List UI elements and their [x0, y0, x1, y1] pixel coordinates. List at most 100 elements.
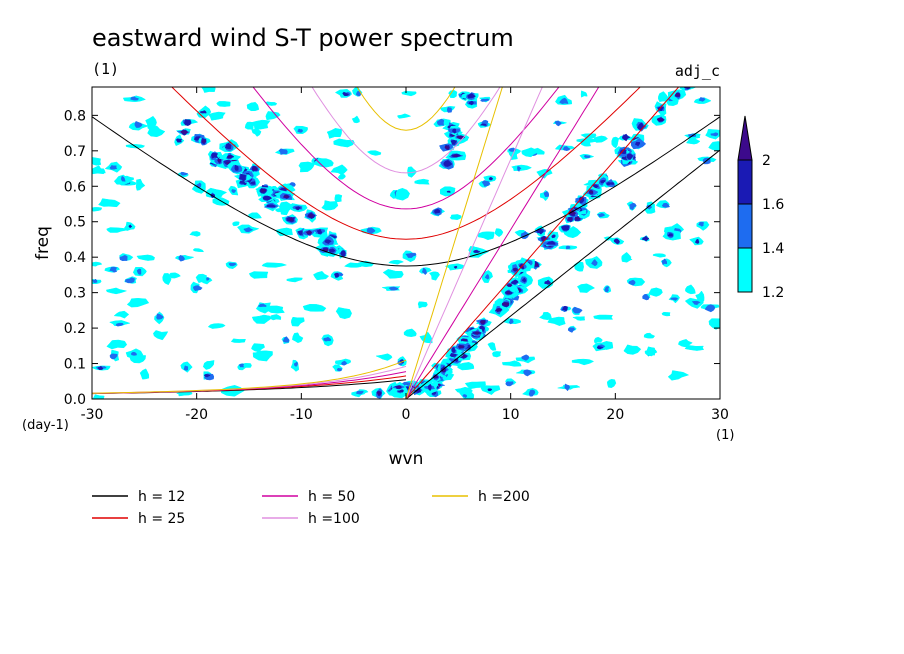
power-patch [207, 111, 226, 121]
power-patch [228, 262, 237, 267]
power-patch [480, 98, 490, 102]
power-patch [314, 158, 334, 168]
power-patch [302, 304, 327, 312]
x-tick-label: 0 [402, 407, 411, 423]
power-patch [351, 115, 360, 124]
power-patch [443, 159, 453, 167]
rossby-curve [92, 359, 407, 394]
power-patch [232, 221, 240, 227]
power-patch [287, 216, 294, 222]
power-patch [591, 259, 598, 267]
power-patch [572, 316, 585, 321]
power-patch [451, 347, 456, 354]
power-patch [506, 291, 511, 295]
power-patch [153, 330, 169, 341]
power-patch [607, 379, 617, 388]
power-patch [231, 189, 236, 193]
y-tick-label: 0.2 [64, 321, 86, 337]
power-patch [189, 231, 201, 237]
power-patch [561, 305, 568, 312]
power-patch [335, 307, 352, 320]
power-patch [628, 279, 636, 286]
power-patch [626, 153, 634, 160]
power-patch [278, 201, 292, 216]
colorbar-label: 1.2 [762, 285, 784, 301]
kelvin-curve [405, 149, 720, 399]
power-patch [92, 165, 104, 175]
power-patch [227, 155, 232, 158]
power-patch [462, 394, 468, 399]
power-patch [449, 214, 462, 220]
power-patch [136, 268, 142, 275]
power-patch [283, 195, 290, 199]
power-patch [98, 198, 121, 208]
power-patch [192, 248, 205, 253]
power-patch [395, 187, 410, 201]
x-unit-label: (1) [716, 428, 734, 443]
power-patch [452, 128, 457, 134]
legend-label: h = 50 [308, 489, 355, 505]
power-patch [698, 96, 706, 102]
power-patch [124, 277, 135, 284]
power-patch [262, 195, 273, 201]
power-patch [333, 138, 355, 148]
power-patch [195, 273, 208, 284]
power-patch [521, 354, 530, 361]
power-patch [341, 360, 348, 366]
power-patch [291, 316, 305, 327]
power-patch [375, 353, 393, 361]
kelvin-curve [405, 87, 543, 399]
y-tick-label: 0.0 [64, 392, 86, 408]
power-patch [613, 238, 620, 245]
power-patch [560, 225, 570, 231]
power-patch [321, 200, 339, 211]
power-patch [511, 164, 533, 171]
power-patch [121, 175, 126, 182]
kelvin-curve [405, 87, 600, 399]
power-patch [252, 167, 258, 171]
power-patch [297, 128, 304, 133]
power-patch [119, 254, 128, 262]
chart-subtitle: (1) [92, 60, 119, 78]
power-patch [576, 138, 597, 143]
power-patch [193, 285, 203, 291]
dispersion-curves [92, 87, 720, 399]
power-patch [129, 355, 146, 364]
power-patch [644, 348, 658, 357]
y-unit-label: (day-1) [22, 418, 69, 433]
power-patch [334, 194, 343, 203]
power-patch [475, 331, 479, 335]
power-patch [622, 133, 631, 142]
power-patch [502, 302, 510, 306]
power-patch [657, 118, 664, 122]
power-patch [488, 176, 494, 181]
power-patch [564, 383, 571, 392]
gravity-wave-curve [92, 116, 720, 267]
power-patch [648, 287, 663, 297]
power-patch [248, 212, 262, 219]
power-patch [298, 161, 316, 173]
power-patch [572, 306, 583, 314]
power-patch [265, 111, 281, 121]
kelvin-curve [405, 87, 503, 399]
power-patch [522, 277, 527, 283]
power-patch [286, 277, 303, 283]
power-patch [128, 224, 133, 229]
y-tick-label: 0.1 [64, 357, 86, 373]
power-patch [126, 298, 150, 308]
power-patch [330, 164, 348, 176]
power-patch [473, 249, 481, 254]
power-patch [457, 345, 465, 349]
power-patch [684, 345, 705, 351]
power-patch [243, 227, 254, 233]
colorbar-label: 1.4 [762, 241, 784, 257]
power-patch [261, 262, 288, 268]
power-patch [97, 365, 104, 371]
power-patch [180, 130, 189, 134]
power-patch [629, 202, 637, 211]
power-patch [175, 392, 193, 397]
power-patch [92, 278, 98, 283]
legend: h = 12 h = 25 h = 50 h =100 h =200 [92, 489, 530, 527]
power-patch [434, 208, 441, 214]
